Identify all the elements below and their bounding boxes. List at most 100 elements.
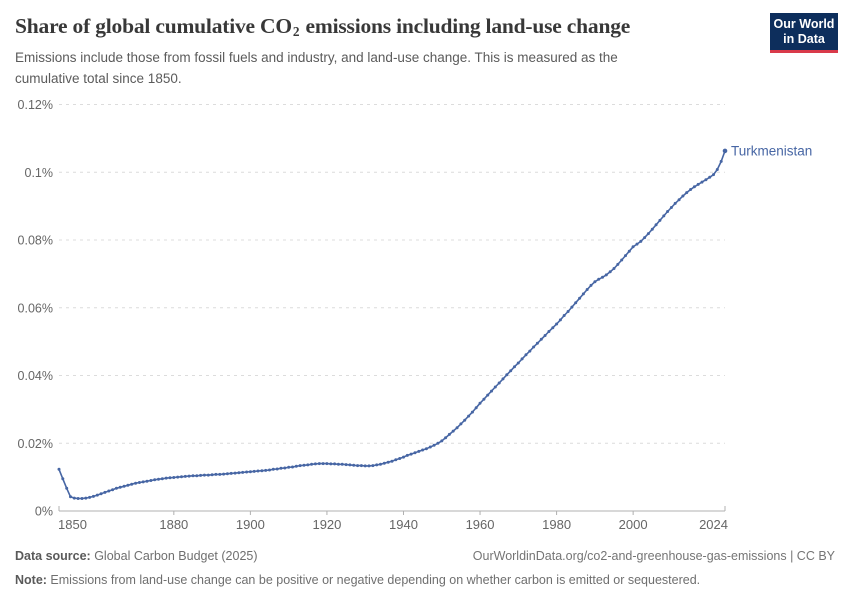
data-point[interactable]: [516, 361, 520, 365]
data-point[interactable]: [91, 494, 95, 498]
data-point[interactable]: [340, 462, 344, 466]
data-point[interactable]: [447, 432, 451, 436]
data-point[interactable]: [482, 397, 486, 401]
data-point[interactable]: [692, 185, 696, 189]
data-point[interactable]: [436, 441, 440, 445]
data-point[interactable]: [474, 406, 478, 410]
data-point[interactable]: [191, 474, 195, 478]
data-point[interactable]: [325, 462, 329, 466]
data-point[interactable]: [413, 451, 417, 455]
data-point[interactable]: [137, 481, 141, 484]
data-point[interactable]: [268, 468, 271, 472]
data-point[interactable]: [650, 227, 654, 231]
data-point[interactable]: [306, 463, 310, 467]
data-point[interactable]: [551, 326, 555, 330]
data-point[interactable]: [107, 489, 111, 493]
data-point[interactable]: [432, 443, 436, 447]
data-point[interactable]: [444, 436, 448, 440]
data-point[interactable]: [99, 492, 103, 496]
data-point[interactable]: [352, 463, 356, 467]
data-point[interactable]: [570, 305, 574, 309]
data-point[interactable]: [643, 236, 647, 240]
data-point[interactable]: [501, 377, 505, 381]
data-point[interactable]: [402, 455, 405, 459]
data-point[interactable]: [202, 473, 206, 477]
data-point[interactable]: [581, 292, 585, 296]
data-point[interactable]: [555, 322, 559, 326]
data-point[interactable]: [497, 381, 501, 385]
data-point[interactable]: [654, 223, 658, 227]
series-end-dot[interactable]: [722, 148, 728, 154]
data-point[interactable]: [467, 414, 471, 418]
data-point[interactable]: [222, 472, 226, 476]
data-point[interactable]: [271, 467, 275, 471]
data-point[interactable]: [612, 267, 616, 270]
data-point[interactable]: [252, 469, 256, 473]
data-point[interactable]: [719, 159, 723, 163]
data-point[interactable]: [558, 318, 562, 322]
data-point[interactable]: [344, 463, 348, 467]
data-point[interactable]: [428, 445, 432, 449]
data-point[interactable]: [597, 277, 601, 281]
data-point[interactable]: [627, 249, 631, 253]
data-point[interactable]: [233, 471, 237, 475]
data-point[interactable]: [264, 468, 268, 472]
data-point[interactable]: [72, 496, 76, 500]
data-point[interactable]: [88, 495, 92, 499]
data-point[interactable]: [57, 467, 61, 471]
data-point[interactable]: [84, 496, 88, 500]
data-point[interactable]: [348, 463, 352, 467]
data-point[interactable]: [210, 473, 214, 477]
data-point[interactable]: [543, 334, 547, 337]
data-point[interactable]: [180, 475, 183, 479]
data-point[interactable]: [130, 482, 134, 486]
data-point[interactable]: [658, 218, 662, 222]
data-point[interactable]: [700, 180, 704, 184]
data-point[interactable]: [313, 462, 317, 466]
data-point[interactable]: [118, 485, 122, 489]
data-point[interactable]: [172, 476, 176, 479]
data-point[interactable]: [681, 194, 685, 198]
data-point[interactable]: [394, 458, 398, 462]
data-point[interactable]: [80, 497, 84, 500]
data-point[interactable]: [424, 447, 428, 451]
data-point[interactable]: [248, 470, 252, 474]
data-point[interactable]: [677, 198, 681, 202]
data-point[interactable]: [666, 210, 670, 213]
data-point[interactable]: [662, 214, 666, 218]
data-point[interactable]: [214, 472, 218, 476]
data-point[interactable]: [689, 188, 693, 191]
data-point[interactable]: [451, 429, 455, 433]
data-point[interactable]: [333, 462, 337, 466]
data-point[interactable]: [486, 393, 490, 397]
data-point[interactable]: [149, 479, 153, 482]
data-point[interactable]: [539, 337, 543, 341]
data-point[interactable]: [696, 182, 700, 186]
data-point[interactable]: [547, 330, 551, 333]
citation-link[interactable]: OurWorldinData.org/co2-and-greenhouse-ga…: [472, 549, 835, 563]
data-point[interactable]: [168, 476, 172, 480]
data-point[interactable]: [490, 389, 493, 393]
data-point[interactable]: [359, 464, 363, 468]
data-point[interactable]: [310, 462, 314, 466]
data-point[interactable]: [363, 464, 367, 468]
data-point[interactable]: [608, 270, 612, 274]
data-point[interactable]: [287, 465, 291, 469]
data-point[interactable]: [111, 488, 115, 492]
data-point[interactable]: [574, 301, 578, 305]
data-point[interactable]: [61, 477, 65, 481]
data-point[interactable]: [421, 448, 425, 452]
data-point[interactable]: [390, 459, 394, 463]
data-point[interactable]: [455, 426, 459, 430]
data-point[interactable]: [245, 470, 249, 474]
data-point[interactable]: [298, 464, 302, 468]
data-point[interactable]: [367, 464, 371, 468]
data-point[interactable]: [593, 280, 597, 284]
data-point[interactable]: [646, 232, 650, 236]
data-point[interactable]: [463, 418, 467, 422]
data-point[interactable]: [283, 466, 287, 470]
data-point[interactable]: [279, 466, 283, 470]
data-point[interactable]: [329, 462, 333, 466]
data-point[interactable]: [65, 486, 69, 490]
data-point[interactable]: [669, 206, 673, 209]
